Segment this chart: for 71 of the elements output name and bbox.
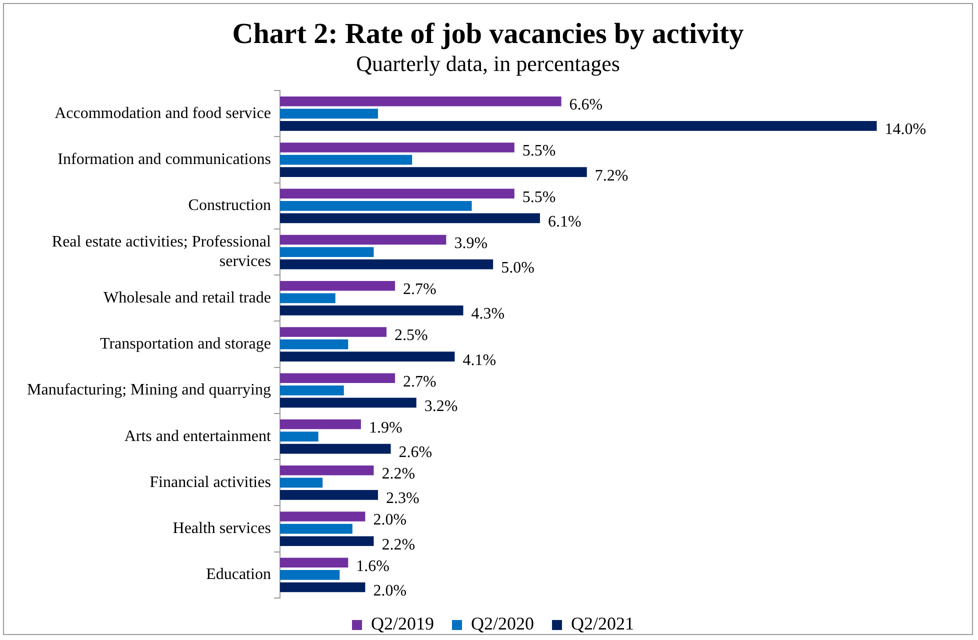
data-label: 2.7% [403,281,436,298]
chart-subtitle: Quarterly data, in percentages [355,50,621,78]
bar [280,154,412,165]
y-tick-label: Arts and entertainment [124,428,272,445]
data-label: 2.6% [398,444,432,462]
legend-label: Q2/2021 [571,614,634,634]
data-label: 4.3% [471,306,505,323]
data-label: 4.1% [462,352,496,369]
bar [280,490,378,500]
bar [280,167,587,178]
y-tick-label: Transportation and storage [100,336,271,353]
data-label: 2.0% [373,512,407,529]
data-label: 2.0% [373,582,407,600]
data-label: 3.9% [454,234,488,252]
bar [280,512,366,522]
bar [280,247,374,257]
bar [280,293,336,304]
data-label: 2.3% [386,490,420,508]
bar [280,188,514,199]
bar [280,432,318,442]
bar [280,280,396,291]
data-label: 2.2% [382,536,416,554]
data-label: 5.0% [501,260,534,277]
y-tick-label: Health services [172,520,271,538]
bar [280,386,344,396]
bar [280,444,391,454]
data-label: 14.0% [884,121,926,138]
data-label: 5.5% [522,142,556,160]
bar [280,582,366,592]
data-label: 2.2% [382,466,416,483]
bar [280,419,361,430]
y-tick-label: Education [206,566,271,584]
bar [280,213,540,224]
data-label: 6.1% [548,213,582,230]
bar [280,201,472,211]
y-tick-label: Financial activities [150,474,271,491]
bar [280,373,396,384]
data-label: 2.5% [394,327,428,344]
bar [280,327,387,337]
data-label: 3.2% [424,398,458,415]
bar [280,259,494,270]
bar [280,108,378,119]
bar [280,234,446,245]
y-tick-label: Information and communications [58,150,271,168]
bar [280,558,348,568]
legend-label: Q2/2019 [371,614,434,634]
bar [280,570,340,580]
bar [280,121,877,131]
bar [280,465,374,476]
bar [280,96,562,106]
bar [280,352,455,362]
y-tick-label: Real estate activities; Professional services [52,234,272,270]
data-label: 1.6% [356,558,390,575]
bar [280,536,374,546]
chart-title: Chart 2: Rate of job vacancies by activity [231,18,745,50]
data-label: 1.9% [368,419,402,436]
bar [280,398,416,408]
bar [280,306,464,316]
bar [280,524,352,534]
data-label: 5.5% [522,188,556,206]
bar [280,142,514,152]
bar [280,339,348,350]
y-tick-label: Manufacturing; Mining and quarrying [26,382,271,399]
bar [280,478,323,488]
legend-label: Q2/2020 [471,614,534,634]
y-tick-label: Construction [188,197,271,214]
y-tick-label: Accommodation and food service [54,104,271,122]
data-label: 7.2% [594,167,628,184]
data-label: 6.6% [569,96,603,114]
data-label: 2.7% [403,373,436,390]
y-tick-label: Wholesale and retail trade [103,289,271,306]
